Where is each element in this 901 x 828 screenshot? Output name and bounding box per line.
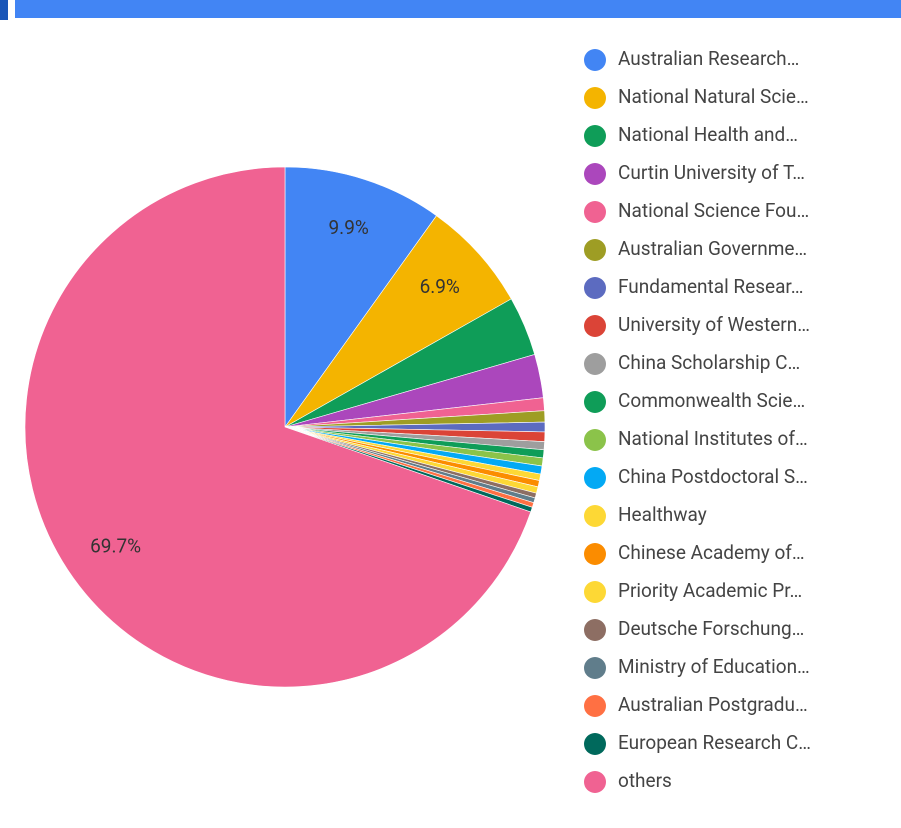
legend-swatch bbox=[584, 201, 606, 223]
legend-label: National Institutes of… bbox=[618, 427, 808, 450]
slice-label: 6.9% bbox=[420, 275, 460, 298]
header-accent bbox=[0, 0, 8, 20]
legend-swatch bbox=[584, 657, 606, 679]
legend-label: China Scholarship C… bbox=[618, 351, 800, 374]
legend-label: University of Western… bbox=[618, 313, 810, 336]
legend-swatch bbox=[584, 125, 606, 147]
pie-slice bbox=[284, 166, 437, 428]
slice-label: 9.9% bbox=[329, 216, 369, 239]
pie-slice bbox=[24, 166, 532, 688]
pie-slice bbox=[284, 215, 512, 428]
legend-swatch bbox=[584, 695, 606, 717]
legend-swatch bbox=[584, 315, 606, 337]
legend-swatch bbox=[584, 429, 606, 451]
legend-label: Healthway bbox=[618, 503, 707, 526]
legend-label: Curtin University of T… bbox=[618, 161, 805, 184]
legend-swatch bbox=[584, 467, 606, 489]
legend-label: Fundamental Resear… bbox=[618, 275, 803, 298]
legend-swatch bbox=[584, 619, 606, 641]
legend-swatch bbox=[584, 163, 606, 185]
legend-swatch bbox=[584, 49, 606, 71]
legend-swatch bbox=[584, 505, 606, 527]
header-bar bbox=[15, 0, 901, 18]
legend-swatch bbox=[584, 543, 606, 565]
legend-swatch bbox=[584, 353, 606, 375]
legend-label: Australian Research… bbox=[618, 47, 799, 70]
legend-label: Commonwealth Scie… bbox=[618, 389, 805, 412]
legend-swatch bbox=[584, 87, 606, 109]
legend-swatch bbox=[584, 733, 606, 755]
legend-label: National Natural Scie… bbox=[618, 85, 809, 108]
legend-label: Ministry of Education… bbox=[618, 655, 810, 678]
legend-label: Australian Governme… bbox=[618, 237, 807, 260]
legend-label: National Health and… bbox=[618, 123, 798, 146]
legend-label: Priority Academic Pr… bbox=[618, 579, 802, 602]
legend-label: Deutsche Forschung… bbox=[618, 617, 804, 640]
legend-swatch bbox=[584, 239, 606, 261]
legend-swatch bbox=[584, 581, 606, 603]
legend-swatch bbox=[584, 391, 606, 413]
legend-label: China Postdoctoral S… bbox=[618, 465, 808, 488]
legend-label: Australian Postgradu… bbox=[618, 693, 808, 716]
legend-label: others bbox=[618, 769, 672, 792]
legend-label: European Research C… bbox=[618, 731, 811, 754]
slice-label: 69.7% bbox=[90, 535, 141, 558]
legend-label: National Science Fou… bbox=[618, 199, 809, 222]
legend-swatch bbox=[584, 771, 606, 793]
legend-label: Chinese Academy of… bbox=[618, 541, 805, 564]
legend-swatch bbox=[584, 277, 606, 299]
